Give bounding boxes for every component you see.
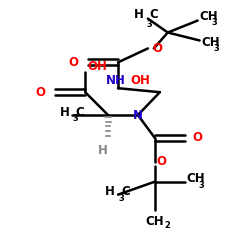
Text: 3: 3 — [198, 181, 204, 190]
Text: C: C — [150, 8, 158, 21]
Text: O: O — [192, 132, 202, 144]
Text: H: H — [98, 144, 108, 157]
Text: CH: CH — [202, 36, 220, 49]
Text: H: H — [60, 106, 69, 118]
Text: O: O — [157, 155, 167, 168]
Text: OH: OH — [130, 74, 150, 87]
Text: O: O — [68, 56, 78, 69]
Text: O: O — [36, 86, 46, 99]
Text: 3: 3 — [118, 194, 124, 203]
Text: H: H — [134, 8, 144, 21]
Text: CH: CH — [146, 216, 164, 228]
Text: OH: OH — [87, 60, 107, 73]
Text: 2: 2 — [165, 222, 171, 230]
Text: 3: 3 — [72, 114, 78, 122]
Text: H: H — [105, 185, 115, 198]
Text: CH: CH — [200, 10, 218, 23]
Text: C: C — [121, 185, 130, 198]
Text: C: C — [75, 106, 84, 118]
Text: 3: 3 — [212, 18, 217, 27]
Text: CH: CH — [187, 172, 205, 185]
Text: 3: 3 — [214, 44, 219, 53]
Text: NH: NH — [106, 74, 126, 87]
Text: 3: 3 — [147, 20, 153, 28]
Text: O: O — [153, 42, 163, 55]
Text: N: N — [133, 108, 143, 122]
